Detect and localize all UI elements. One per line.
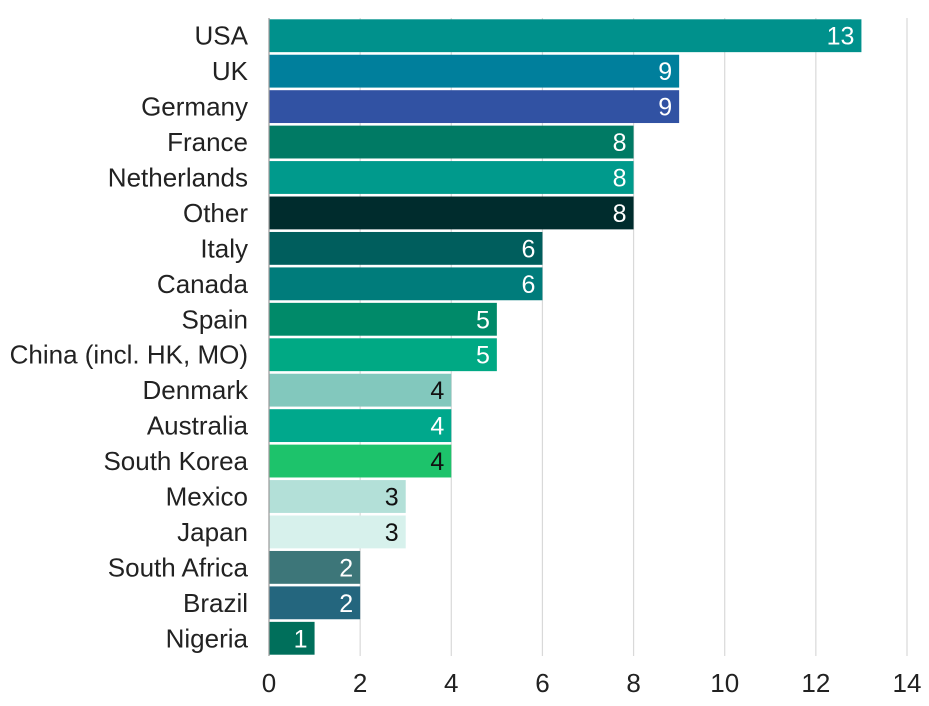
value-label-south-korea: 4 — [430, 448, 444, 476]
x-tick-label-4: 4 — [444, 668, 458, 698]
bar-uk — [269, 54, 680, 88]
category-label-japan: Japan — [177, 517, 248, 547]
gridlines — [359, 18, 908, 656]
bar-france — [269, 125, 634, 159]
category-label-other: Other — [183, 198, 248, 228]
category-label-mexico: Mexico — [166, 482, 248, 512]
bar-canada — [269, 267, 543, 301]
category-label-nigeria: Nigeria — [166, 623, 249, 653]
x-tick-label-0: 0 — [262, 668, 276, 698]
value-label-usa: 13 — [827, 23, 855, 51]
bar-germany — [269, 90, 680, 124]
value-label-australia: 4 — [430, 413, 444, 441]
value-label-china-incl-hk-mo: 5 — [476, 342, 490, 370]
category-label-usa: USA — [195, 21, 249, 51]
value-label-italy: 6 — [522, 235, 536, 263]
category-label-netherlands: Netherlands — [108, 163, 248, 193]
category-label-australia: Australia — [147, 411, 249, 441]
x-tick-label-8: 8 — [626, 668, 640, 698]
value-label-mexico: 3 — [385, 484, 399, 512]
bar-china-incl-hk-mo — [269, 338, 497, 372]
category-label-brazil: Brazil — [183, 588, 248, 618]
x-tick-label-6: 6 — [535, 668, 549, 698]
x-tick-label-2: 2 — [353, 668, 367, 698]
category-label-france: France — [167, 127, 248, 157]
value-label-netherlands: 8 — [613, 165, 627, 193]
x-tick-label-14: 14 — [893, 668, 922, 698]
category-label-south-africa: South Africa — [108, 552, 249, 582]
x-tick-label-12: 12 — [801, 668, 830, 698]
bar-south-africa — [269, 550, 361, 584]
value-label-nigeria: 1 — [294, 625, 308, 653]
value-label-germany: 9 — [658, 94, 672, 122]
value-label-spain: 5 — [476, 306, 490, 334]
x-axis: 0 2 4 6 8 10 12 14 — [262, 18, 922, 698]
category-label-spain: Spain — [182, 304, 249, 334]
category-label-canada: Canada — [157, 269, 249, 299]
value-label-brazil: 2 — [339, 590, 353, 618]
bar-nigeria — [269, 621, 315, 655]
value-label-canada: 6 — [522, 271, 536, 299]
bars: 13 9 9 8 8 8 6 6 5 5 4 4 4 3 3 2 2 1 — [269, 19, 862, 655]
bar-netherlands — [269, 161, 634, 194]
value-label-other: 8 — [613, 200, 627, 228]
value-label-denmark: 4 — [430, 377, 444, 405]
category-label-south-korea: South Korea — [103, 446, 248, 476]
bar-japan — [269, 515, 406, 549]
bar-usa — [269, 19, 862, 53]
category-label-germany: Germany — [141, 92, 248, 122]
bar-australia — [269, 409, 452, 443]
value-label-france: 8 — [613, 129, 627, 157]
x-tick-label-10: 10 — [710, 668, 739, 698]
bar-spain — [269, 302, 497, 336]
value-label-uk: 9 — [658, 58, 672, 86]
category-label-denmark: Denmark — [143, 375, 249, 405]
bar-south-korea — [269, 444, 452, 478]
category-label-uk: UK — [212, 56, 249, 86]
bar-brazil — [269, 586, 361, 620]
value-label-south-africa: 2 — [339, 554, 353, 582]
category-label-italy: Italy — [200, 233, 248, 263]
bar-other — [269, 196, 634, 230]
bar-denmark — [269, 373, 452, 407]
bar-mexico — [269, 480, 406, 513]
category-labels: USA UK Germany France Netherlands Other Italy C… — [10, 21, 249, 654]
bar-italy — [269, 231, 543, 265]
value-label-japan: 3 — [385, 519, 399, 547]
category-label-china-incl-hk-mo: China (incl. HK, MO) — [10, 340, 248, 370]
